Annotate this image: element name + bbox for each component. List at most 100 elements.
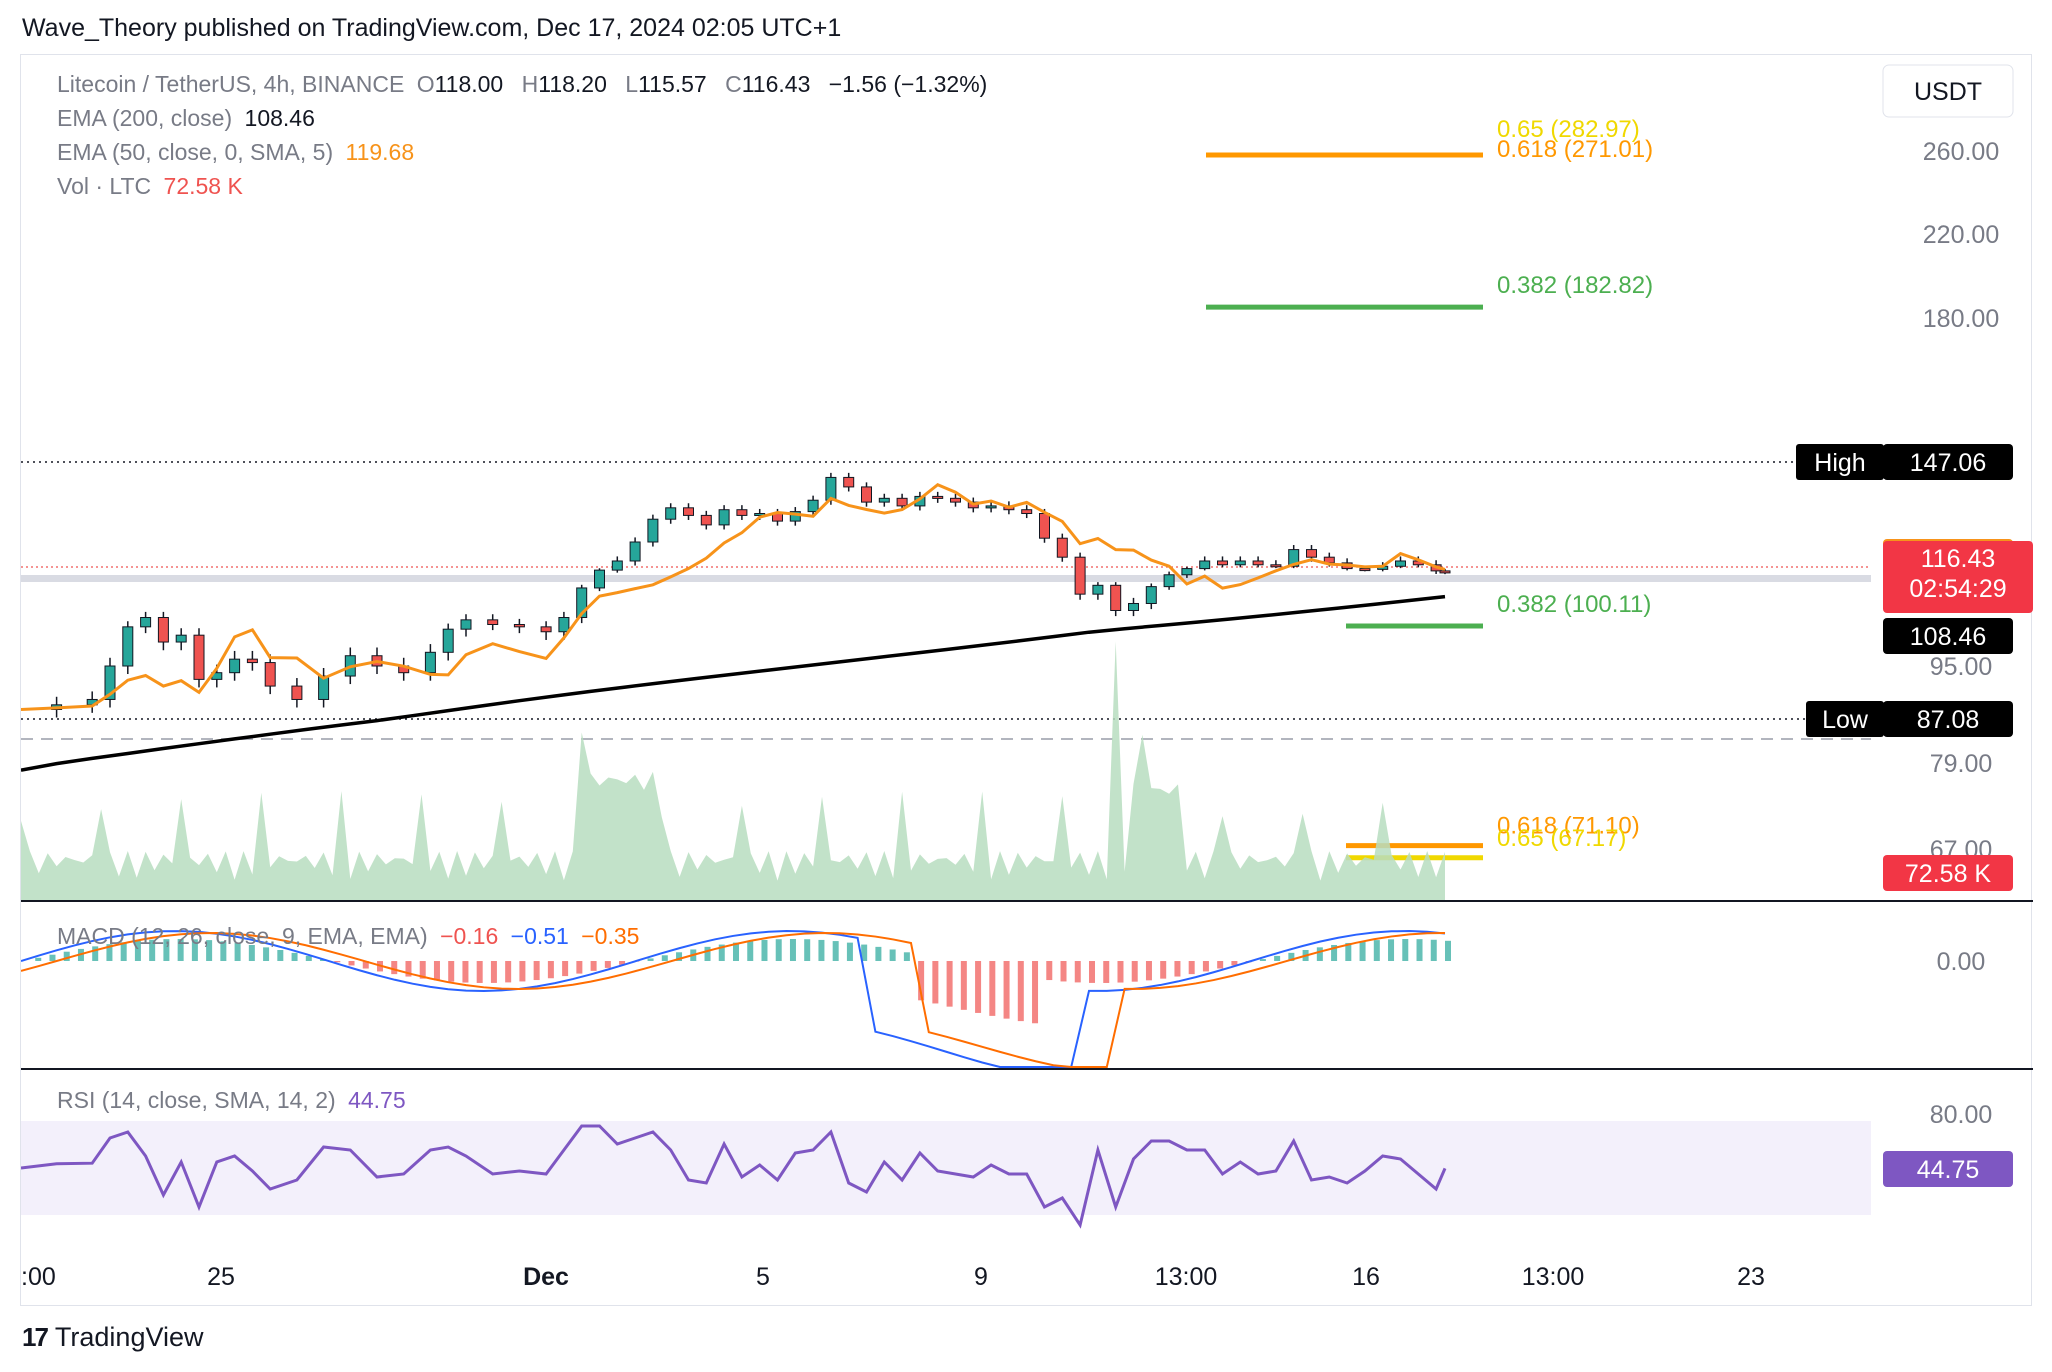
macd-histogram-bar xyxy=(804,939,811,961)
macd-histogram-bar xyxy=(718,944,725,961)
price-chart[interactable]: 260.00220.00180.0095.0079.0067.00USDT0.6… xyxy=(21,55,2033,1307)
macd-signal-line xyxy=(21,932,1446,1068)
candle-body xyxy=(513,624,525,628)
macd-histogram-bar xyxy=(1331,944,1338,961)
candle-body xyxy=(1110,584,1122,611)
candle-body xyxy=(843,476,855,488)
open-value: 118.00 xyxy=(434,71,504,97)
symbol-name[interactable]: Litecoin / TetherUS, 4h, BINANCE xyxy=(57,71,405,97)
macd-histogram-bar xyxy=(163,939,170,961)
macd-histogram-bar xyxy=(676,952,683,961)
candle-body xyxy=(1181,568,1193,576)
rsi-value-bg xyxy=(1883,1151,2013,1187)
macd-histogram-bar xyxy=(206,940,213,961)
macd-histogram-bar xyxy=(63,951,70,961)
currency-box xyxy=(1882,64,2014,118)
time-axis-tick: Dec xyxy=(523,1263,569,1291)
rsi-label: RSI (14, close, SMA, 14, 2) xyxy=(57,1087,336,1113)
macd-histogram-bar xyxy=(405,961,412,977)
low-tag-bg xyxy=(1806,701,1884,737)
candle-body xyxy=(683,507,694,516)
candle-body xyxy=(611,560,623,571)
candle-body xyxy=(1092,584,1104,595)
macd-histogram-bar xyxy=(1388,939,1395,961)
chart-frame[interactable]: 260.00 220.00 180.00 95.00 79.00 67.00 USDT 0.6… xyxy=(20,54,2033,1307)
time-axis-tick: 5 xyxy=(756,1263,770,1291)
ema50-line xyxy=(21,482,1446,711)
macd-histogram-bar xyxy=(547,961,554,979)
macd-histogram-bar xyxy=(775,939,782,961)
currency-label[interactable]: USDT xyxy=(1914,78,1982,106)
price-axis-tick: 260.00 xyxy=(1923,138,1999,166)
macd-histogram-bar xyxy=(875,946,882,961)
macd-histogram-bar xyxy=(989,961,996,1016)
volume-legend[interactable]: Vol · LTC 72.58 K xyxy=(57,173,249,200)
macd-histogram-bar xyxy=(348,961,355,966)
macd-histogram-bar xyxy=(1202,961,1209,972)
last-price-box xyxy=(1883,541,2033,613)
candle-body xyxy=(700,514,712,526)
macd-histogram-bar xyxy=(1188,961,1195,975)
low-price-label: 87.08 xyxy=(1917,706,1980,734)
macd-histogram-bar xyxy=(263,947,270,961)
candle-body xyxy=(229,658,241,674)
candle-body xyxy=(1145,586,1157,604)
candle-body xyxy=(122,626,134,667)
symbol-legend: Litecoin / TetherUS, 4h, BINANCE O118.00… xyxy=(57,71,993,98)
macd-histogram-bar xyxy=(946,961,953,1007)
macd-axis-tick: 0.00 xyxy=(1937,948,1986,976)
volume-label: Vol · LTC xyxy=(57,173,152,199)
candle-body xyxy=(576,587,588,619)
ohlc-open: O118.00 xyxy=(417,71,510,97)
price-axis-tick: 79.00 xyxy=(1930,750,1993,778)
macd-histogram-bar xyxy=(1117,961,1124,983)
volume-price-label-bg xyxy=(1883,855,2013,891)
macd-histogram-bar xyxy=(433,961,440,981)
candle-body xyxy=(1359,568,1371,572)
candle-body xyxy=(246,658,258,664)
candle-body xyxy=(140,617,152,628)
ema50-legend[interactable]: EMA (50, close, 0, SMA, 5) 119.68 xyxy=(57,139,420,166)
macd-histogram-bar xyxy=(1074,961,1081,983)
ema50-value: 119.68 xyxy=(345,139,415,165)
macd-histogram-bar xyxy=(1316,947,1323,961)
candle-body xyxy=(1306,549,1317,558)
macd-histogram-bar xyxy=(362,961,369,969)
macd-histogram-bar xyxy=(1274,955,1281,961)
macd-histogram-bar xyxy=(1103,961,1110,983)
macd-histogram-bar xyxy=(747,941,754,961)
macd-histogram-bar xyxy=(519,961,526,982)
candle-body xyxy=(1439,570,1451,574)
fib-level-label: 0.618 (71.10) xyxy=(1497,813,1640,840)
macd-histogram-bar xyxy=(846,942,853,961)
ema200-legend[interactable]: EMA (200, close) 108.46 xyxy=(57,105,321,132)
candle-body xyxy=(594,569,605,589)
time-axis-tick: 13:00 xyxy=(1522,1263,1585,1291)
rsi-legend[interactable]: RSI (14, close, SMA, 14, 2) 44.75 xyxy=(57,1087,412,1114)
macd-histogram-bar xyxy=(277,950,284,961)
macd-histogram-bar xyxy=(92,946,99,961)
macd-histogram-bar xyxy=(918,961,925,1001)
tradingview-brand: TradingView xyxy=(54,1322,204,1352)
candle-body xyxy=(807,499,819,513)
time-axis-tick: 13:00 xyxy=(1155,1263,1218,1291)
macd-histogram-bar xyxy=(832,941,839,961)
tradingview-footer[interactable]: 17 TradingView xyxy=(22,1322,204,1353)
macd-histogram-bar xyxy=(789,939,796,961)
macd-histogram-bar xyxy=(490,961,497,983)
macd-histogram-bar xyxy=(35,957,42,961)
macd-histogram-bar xyxy=(1174,961,1181,977)
low-tag-label: Low xyxy=(1822,706,1869,734)
macd-histogram-bar xyxy=(1373,940,1380,961)
tradingview-logo-icon: 17 xyxy=(22,1322,49,1352)
candle-body xyxy=(540,626,552,633)
high-label: H xyxy=(521,71,539,97)
macd-legend[interactable]: MACD (12, 26, close, 9, EMA, EMA) −0.16 … xyxy=(57,923,645,950)
low-value: 115.57 xyxy=(638,71,707,97)
rsi-band xyxy=(21,1121,1871,1215)
candle-body xyxy=(789,511,801,522)
candle-body xyxy=(157,617,169,643)
macd-histogram-bar xyxy=(334,961,341,963)
high-price-label-bg xyxy=(1883,444,2013,480)
macd-histogram-bar xyxy=(562,961,569,977)
